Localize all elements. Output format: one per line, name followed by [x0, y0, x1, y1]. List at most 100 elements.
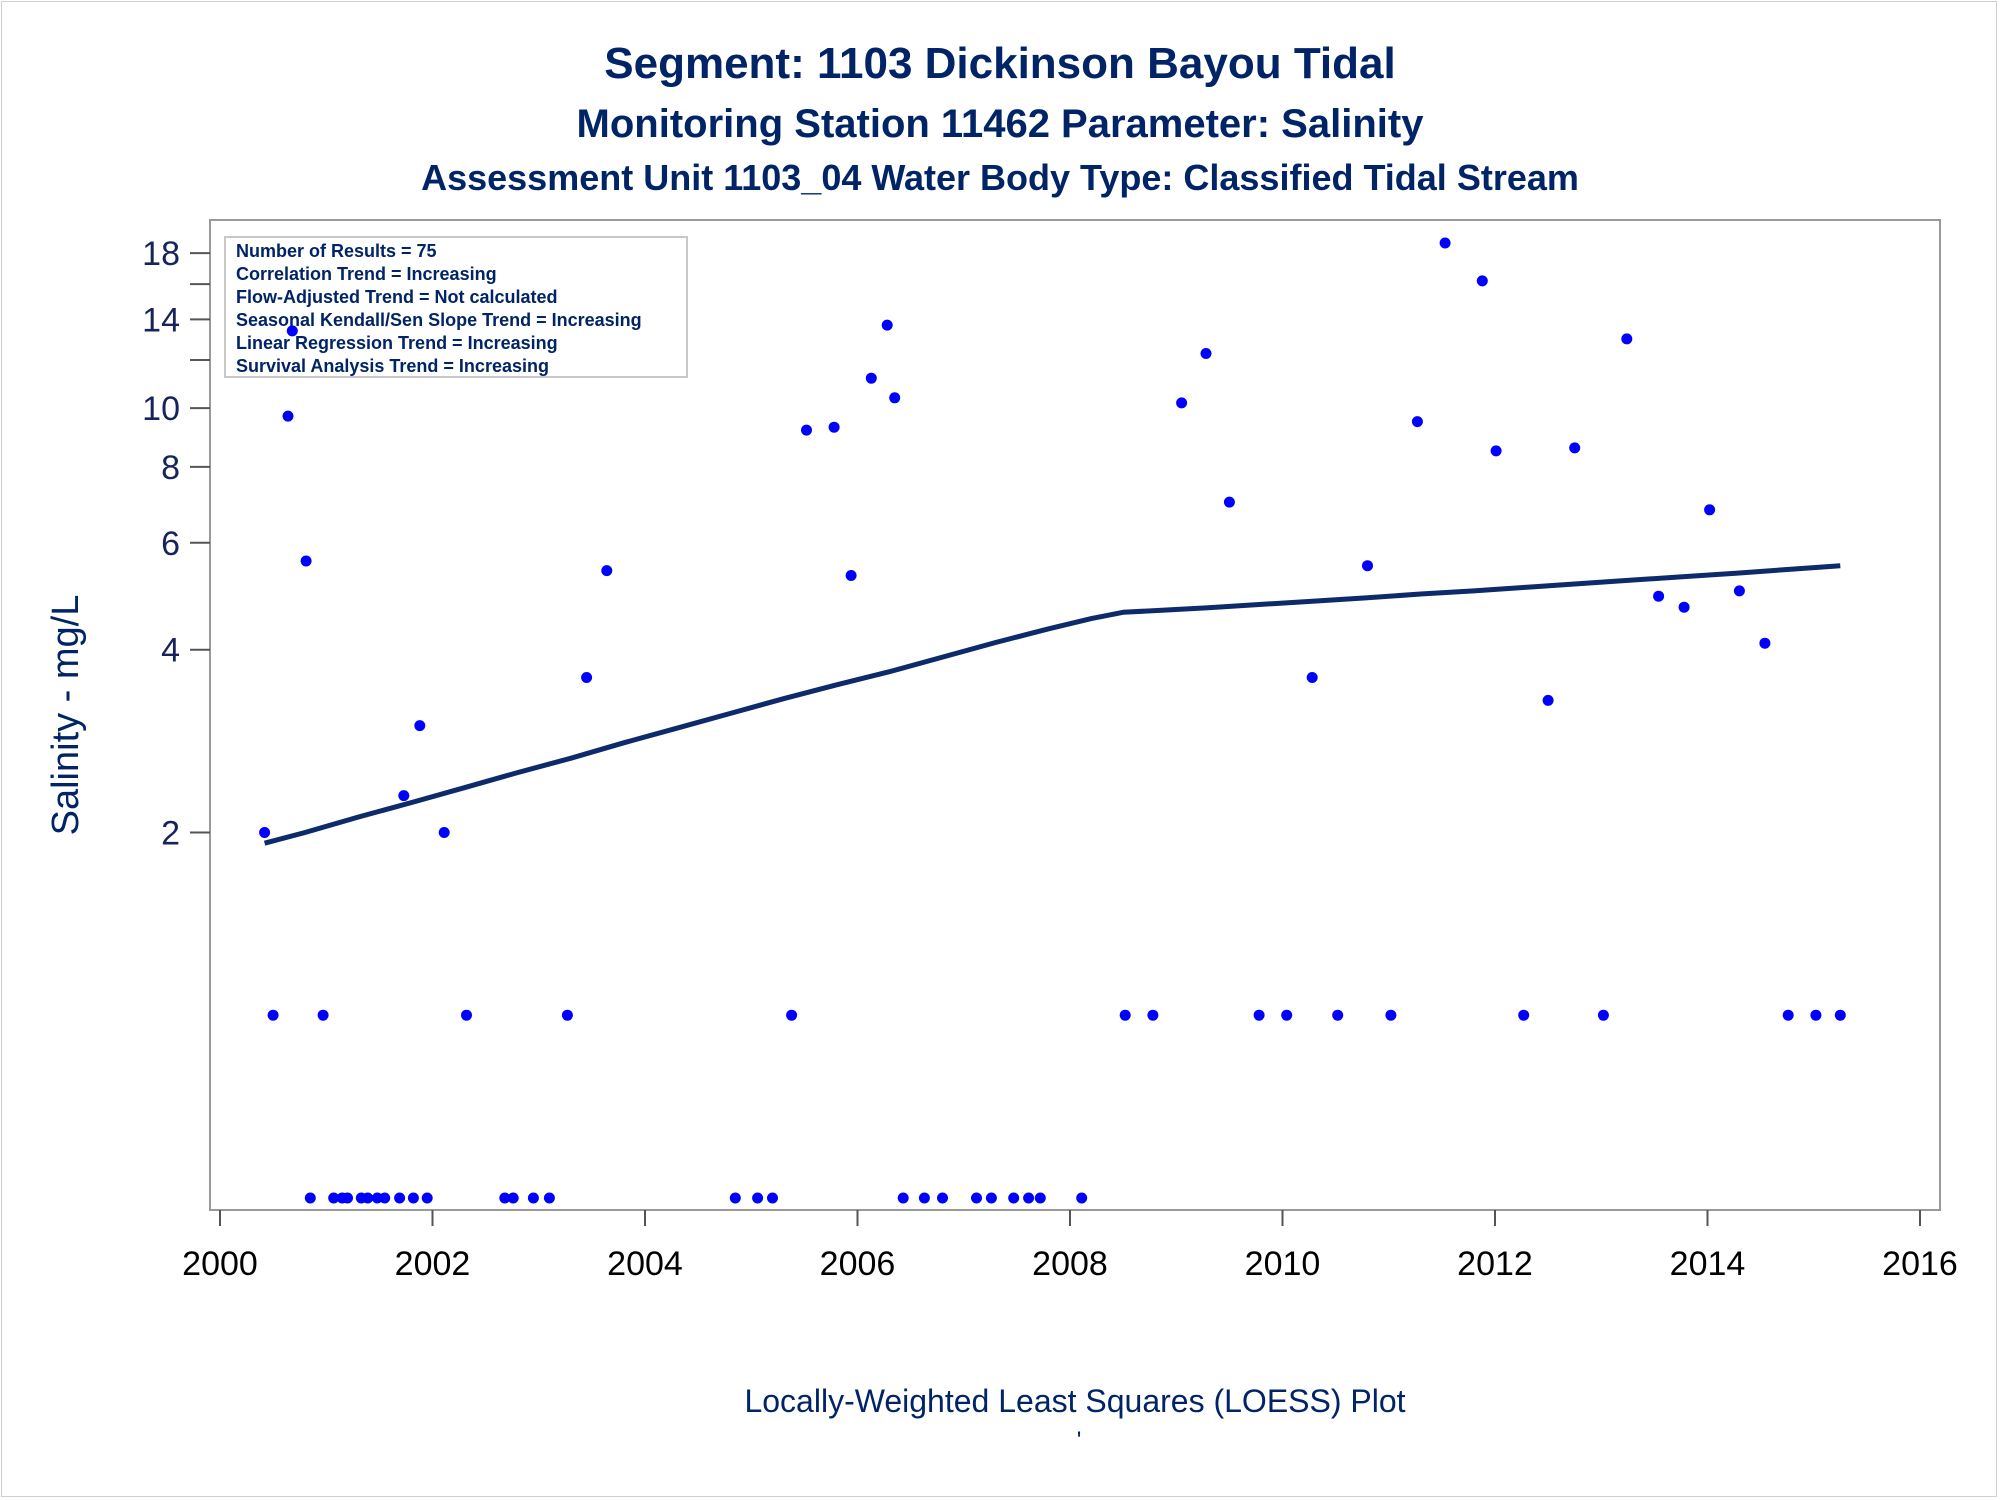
y-tick-label: 14 — [142, 301, 180, 339]
y-axis-title: Salinity - mg/L — [45, 595, 87, 836]
data-point — [897, 1192, 909, 1204]
data-point — [1782, 1009, 1794, 1021]
y-tick-label: 2 — [161, 814, 180, 852]
data-point — [1362, 560, 1373, 572]
data-point — [1678, 601, 1690, 613]
legend-entry: Linear Regression Trend = Increasing — [236, 333, 558, 353]
x-axis-title: Locally-Weighted Least Squares (LOESS) P… — [744, 1383, 1405, 1419]
legend-border — [224, 236, 688, 378]
data-point — [499, 1192, 511, 1204]
data-point — [1621, 333, 1633, 345]
data-point — [1306, 672, 1318, 683]
data-point — [1569, 442, 1581, 454]
data-point — [801, 424, 812, 436]
data-point — [328, 1192, 340, 1204]
data-point — [828, 421, 840, 433]
y-tick-label: 8 — [161, 449, 180, 487]
chart-subtitle-2: Assessment Unit 1103_04 Water Body Type:… — [421, 157, 1579, 198]
data-point — [342, 1192, 353, 1204]
y-tick-label: 10 — [142, 390, 180, 428]
data-point — [282, 410, 294, 422]
data-point — [1810, 1009, 1822, 1021]
data-point — [1704, 504, 1716, 516]
data-points — [259, 237, 1846, 1204]
legend-entry: Number of Results = 75 — [236, 241, 437, 261]
data-point — [1834, 1009, 1846, 1021]
x-tick-label: 2016 — [1882, 1245, 1958, 1283]
data-point — [407, 1192, 419, 1204]
data-point — [543, 1192, 555, 1204]
data-point — [985, 1192, 997, 1204]
data-point — [767, 1192, 778, 1204]
data-point — [1476, 275, 1488, 287]
x-tick-label: 2000 — [182, 1245, 258, 1283]
data-point — [394, 1192, 406, 1204]
data-point — [414, 720, 426, 732]
data-point — [1147, 1009, 1159, 1021]
data-point — [1542, 694, 1554, 706]
y-axis: 2 4 6 8 10 14 18 — [142, 235, 210, 852]
y-tick-label: 18 — [142, 235, 180, 273]
data-point — [1034, 1192, 1046, 1204]
y-tick-label: 4 — [161, 632, 180, 670]
data-point — [1332, 1009, 1344, 1021]
data-point — [438, 827, 450, 838]
data-point — [1253, 1009, 1265, 1021]
data-point — [259, 827, 271, 838]
data-point — [601, 565, 613, 577]
data-point — [752, 1192, 764, 1204]
data-point — [398, 790, 410, 802]
data-point — [918, 1192, 930, 1204]
data-point — [786, 1009, 798, 1021]
loess-line — [263, 563, 1841, 846]
x-tick-label: 2002 — [395, 1245, 471, 1283]
data-point — [286, 325, 298, 337]
data-point — [937, 1192, 948, 1204]
x-tick-label: 2012 — [1457, 1245, 1533, 1283]
data-point — [1490, 445, 1502, 457]
legend-box: Number of Results = 75 Correlation Trend… — [224, 236, 688, 378]
plot-area — [209, 219, 1941, 1211]
x-tick-label: 2004 — [607, 1245, 683, 1283]
data-point — [421, 1192, 433, 1204]
legend-entry: Flow-Adjusted Trend = Not calculated — [236, 287, 558, 307]
data-point — [1281, 1009, 1293, 1021]
legend-entry: Seasonal Kendall/Sen Slope Trend = Incre… — [236, 310, 642, 330]
data-point — [304, 1192, 316, 1204]
data-point — [300, 555, 312, 567]
data-point — [1597, 1009, 1609, 1021]
data-point — [1076, 1192, 1088, 1204]
data-point — [1008, 1192, 1020, 1204]
data-point — [1385, 1009, 1397, 1021]
y-tick-label: 6 — [161, 525, 180, 563]
data-point — [1176, 397, 1188, 409]
data-point — [1759, 637, 1771, 649]
data-point — [561, 1009, 573, 1021]
data-point — [1023, 1192, 1035, 1204]
data-point — [729, 1192, 741, 1204]
data-point — [317, 1009, 329, 1021]
x-tick-label: 2008 — [1032, 1245, 1108, 1283]
data-point — [507, 1192, 519, 1204]
x-tick-label: 2010 — [1245, 1245, 1321, 1283]
data-point — [1223, 496, 1235, 508]
legend-entry: Survival Analysis Trend = Increasing — [236, 356, 549, 376]
chart-subtitle: Monitoring Station 11462 Parameter: Sali… — [577, 102, 1425, 146]
data-point — [881, 319, 893, 331]
data-point — [1653, 590, 1665, 602]
data-point — [1733, 585, 1745, 597]
data-point — [581, 672, 593, 683]
data-point — [379, 1192, 391, 1204]
data-point — [1518, 1009, 1530, 1021]
data-point — [362, 1192, 374, 1204]
x-axis: 2000 2002 2004 2006 2008 2010 2012 2014 2016 — [182, 1210, 1958, 1283]
data-point — [1200, 348, 1212, 359]
data-point — [1439, 237, 1451, 249]
data-point — [889, 392, 901, 404]
data-point — [865, 372, 877, 384]
data-point — [461, 1009, 472, 1021]
data-point — [1119, 1009, 1131, 1021]
data-point — [267, 1009, 279, 1021]
